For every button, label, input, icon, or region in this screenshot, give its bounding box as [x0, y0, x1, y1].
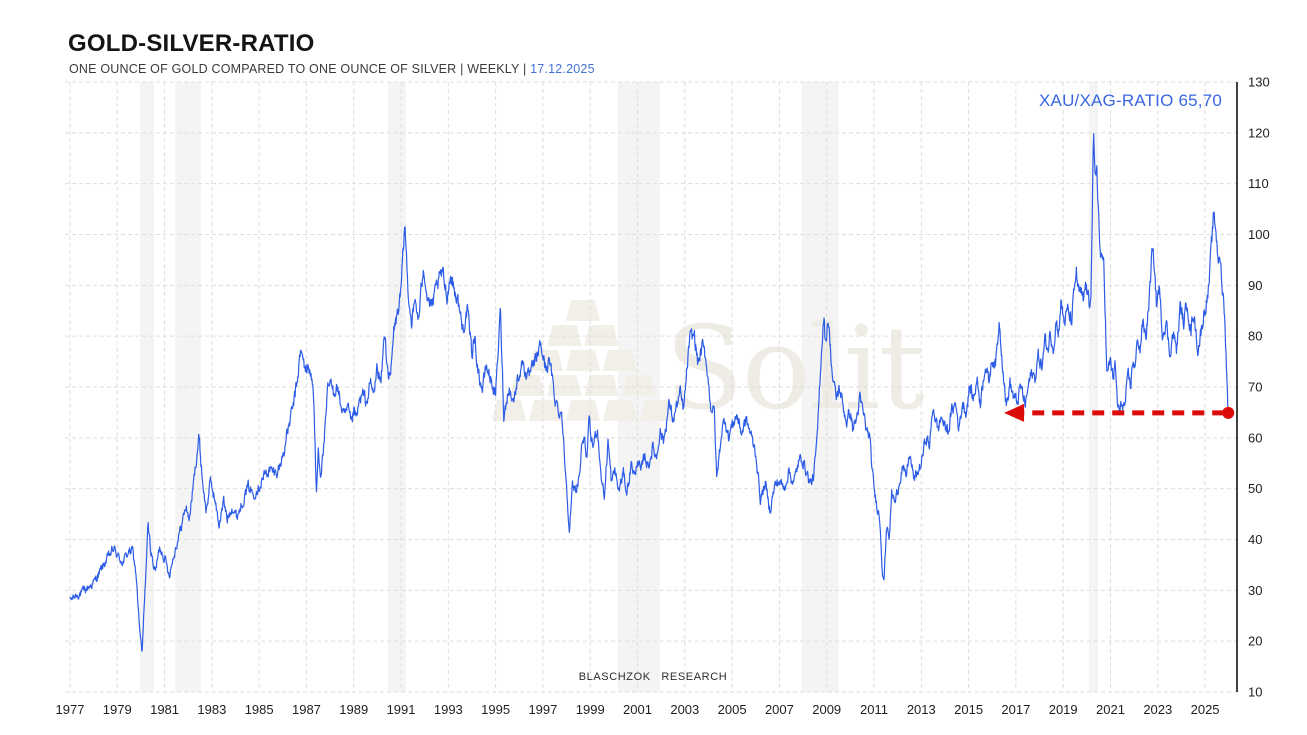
gold-bar-pyramid-icon — [621, 375, 656, 396]
y-axis-tick-label: 80 — [1248, 329, 1262, 344]
x-axis-tick-label: 2013 — [907, 702, 936, 717]
y-axis-tick-label: 70 — [1248, 380, 1262, 395]
gold-bar-pyramid-icon — [547, 325, 582, 346]
x-axis-tick-label: 2023 — [1143, 702, 1172, 717]
gold-bar-pyramid-icon — [547, 375, 582, 396]
x-axis-tick-label: 1989 — [339, 702, 368, 717]
x-axis-tick-label: 1999 — [576, 702, 605, 717]
page-title: GOLD-SILVER-RATIO — [68, 30, 315, 57]
x-axis-tick-label: 2017 — [1001, 702, 1030, 717]
x-axis-tick-label: 2025 — [1191, 702, 1220, 717]
y-axis-tick-label: 130 — [1248, 75, 1270, 90]
x-axis-tick-label: 2001 — [623, 702, 652, 717]
x-axis-tick-label: 1987 — [292, 702, 321, 717]
x-axis-tick-label: 1977 — [56, 702, 85, 717]
y-axis-tick-label: 120 — [1248, 125, 1270, 140]
y-axis-tick-label: 60 — [1248, 430, 1262, 445]
y-axis-tick-label: 100 — [1248, 227, 1270, 242]
gold-bar-pyramid-icon — [584, 375, 619, 396]
gold-bar-pyramid-icon — [492, 400, 526, 421]
x-axis-tick-label: 1983 — [197, 702, 226, 717]
y-axis-tick-label: 50 — [1248, 481, 1262, 496]
gold-bar-pyramid-icon — [603, 350, 637, 371]
y-axis-tick-label: 40 — [1248, 532, 1262, 547]
x-axis-tick-label: 2009 — [812, 702, 841, 717]
x-axis-tick-label: 2003 — [670, 702, 699, 717]
x-axis-tick-label: 1995 — [481, 702, 510, 717]
y-axis-tick-label: 20 — [1248, 634, 1262, 649]
x-axis-tick-label: 2005 — [718, 702, 747, 717]
chart-subtitle: ONE OUNCE OF GOLD COMPARED TO ONE OUNCE … — [69, 62, 595, 76]
x-axis-tick-label: 2021 — [1096, 702, 1125, 717]
y-axis-tick-label: 110 — [1248, 176, 1269, 191]
watermark-text: Solit — [665, 302, 925, 436]
x-axis-tick-label: 1991 — [387, 702, 416, 717]
y-axis-tick-label: 90 — [1248, 278, 1262, 293]
research-credit: BLASCHZOK RESEARCH — [578, 671, 728, 683]
ratio-line-series — [69, 133, 1229, 652]
gold-bar-pyramid-icon — [566, 400, 600, 421]
x-axis-tick-label: 2015 — [954, 702, 983, 717]
arrow-head-left-icon — [1004, 403, 1025, 422]
gold-bar-pyramid-icon — [566, 300, 600, 321]
chart-date: 17.12.2025 — [530, 62, 595, 76]
x-axis-tick-label: 1997 — [528, 702, 557, 717]
x-axis-tick-label: 2011 — [860, 702, 888, 717]
gold-bar-pyramid-icon — [584, 325, 619, 346]
y-axis-tick-label: 10 — [1248, 685, 1262, 700]
y-axis-tick-label: 30 — [1248, 583, 1262, 598]
current-ratio-label: XAU/XAG-RATIO 65,70 — [1039, 91, 1222, 110]
x-axis-tick-label: 1981 — [150, 702, 179, 717]
x-axis-tick-label: 2019 — [1049, 702, 1078, 717]
gold-bar-pyramid-icon — [640, 400, 674, 421]
gold-bar-pyramid-icon — [603, 400, 637, 421]
x-axis-tick-label: 1979 — [103, 702, 132, 717]
gold-bar-pyramid-icon — [529, 400, 563, 421]
x-axis-tick-label: 1993 — [434, 702, 463, 717]
recession-band — [1088, 82, 1098, 692]
subtitle-text: ONE OUNCE OF GOLD COMPARED TO ONE OUNCE … — [69, 62, 527, 76]
x-axis-tick-label: 1985 — [245, 702, 274, 717]
gold-bar-pyramid-icon — [566, 350, 600, 371]
x-axis-tick-label: 2007 — [765, 702, 794, 717]
arrow-origin-dot-icon — [1222, 406, 1235, 419]
